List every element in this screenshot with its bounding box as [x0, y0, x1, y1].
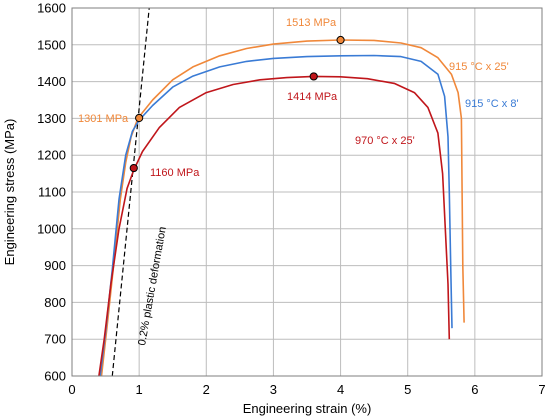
peak-marker-1 [135, 113, 144, 123]
series-label-970-25: 970 °C x 25' [355, 135, 415, 147]
peak-marker-3 [309, 72, 318, 81]
x-tick-label: 5 [404, 382, 411, 397]
y-tick-label: 1000 [37, 221, 66, 236]
offset-line-label: 0.2% plastic deformation [136, 226, 169, 347]
x-tick-label: 1 [136, 382, 143, 397]
series-line-2 [99, 54, 453, 377]
offset-reference-line [111, 7, 150, 377]
series-line-3 [98, 75, 451, 377]
x-tick-label: 2 [203, 382, 210, 397]
series-label-915-8: 915 °C x 8' [465, 98, 519, 110]
label-1513: 1513 MPa [286, 17, 337, 29]
y-tick-label: 900 [44, 258, 66, 273]
axes: 0 1 2 3 4 5 6 7 600 700 800 900 1000 1100 1200 1300 1400… [37, 1, 546, 398]
curves [98, 39, 465, 377]
plot-frame [71, 7, 543, 377]
peak-markers [129, 35, 345, 173]
y-tick-label: 700 [44, 332, 66, 347]
y-tick-label: 1200 [37, 148, 66, 163]
y-tick-label: 1600 [37, 1, 66, 16]
grid [71, 7, 543, 377]
x-tick-label: 7 [538, 382, 545, 397]
x-tick-label: 4 [337, 382, 344, 397]
x-tick-label: 0 [68, 382, 75, 397]
y-tick-label: 1300 [37, 111, 66, 126]
x-tick-label: 6 [471, 382, 478, 397]
y-tick-label: 1500 [37, 37, 66, 52]
label-1301: 1301 MPa [78, 113, 129, 125]
series-label-915-25: 915 °C x 25' [449, 61, 509, 73]
x-tick-label: 3 [270, 382, 277, 397]
offset-line [111, 7, 150, 377]
x-axis-title: Engineering strain (%) [243, 401, 372, 416]
y-tick-label: 600 [44, 369, 66, 384]
label-1414: 1414 MPa [287, 91, 338, 103]
peak-marker-4 [129, 163, 138, 173]
annotations: 1301 MPa 1513 MPa 1414 MPa 1160 MPa 915 °C x… [78, 17, 519, 347]
y-tick-label: 800 [44, 295, 66, 310]
peak-marker-2 [336, 35, 345, 45]
y-axis-title: Engineering stress (MPa) [2, 119, 17, 266]
y-tick-label: 1400 [37, 74, 66, 89]
label-1160: 1160 MPa [150, 167, 200, 179]
series-line-1 [100, 39, 465, 377]
y-tick-label: 1100 [38, 185, 66, 200]
